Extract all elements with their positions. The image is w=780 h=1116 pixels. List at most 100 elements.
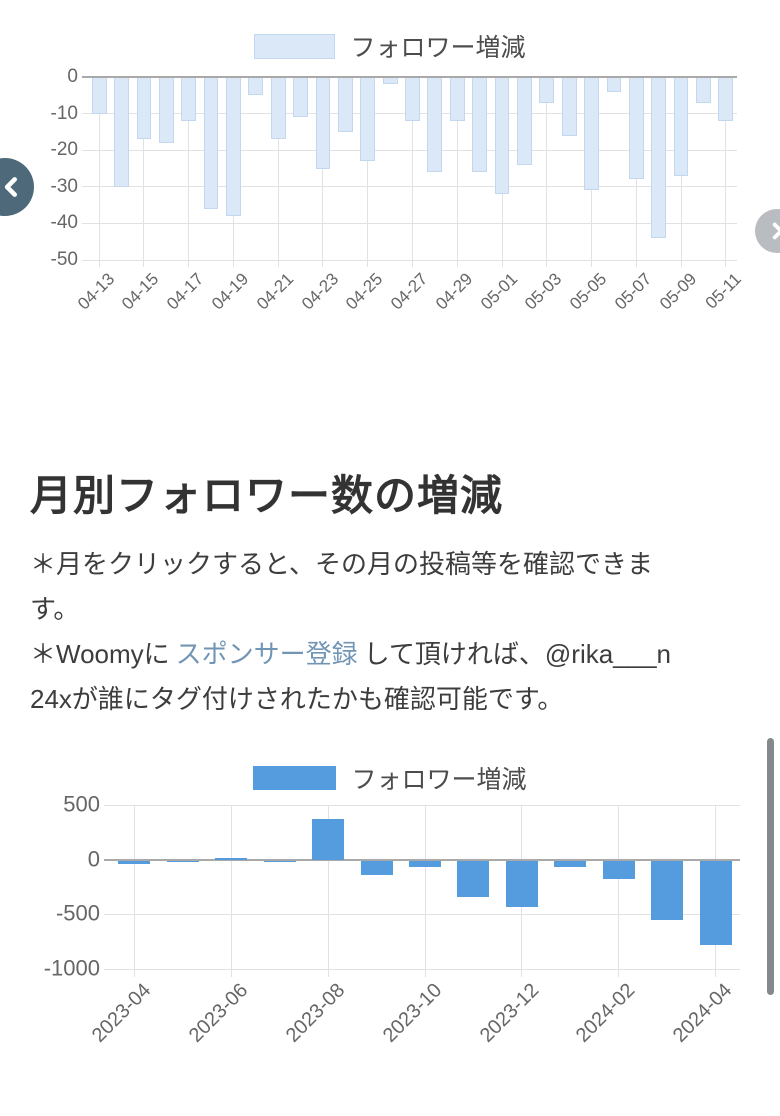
x-tick-label: 05-11 [701, 269, 745, 313]
gridline-vertical [367, 77, 369, 267]
bar-2024-03[interactable] [651, 859, 684, 920]
bar-05-09 [673, 77, 689, 176]
daily-chart-plot: 0 -10 -20 -30 -40 -50 04-13 04-15 04-17 04-19 04-2… [51, 67, 745, 313]
bar-2024-02[interactable] [602, 859, 635, 880]
chevron-right-icon [772, 222, 780, 240]
gridline-horizontal [82, 222, 737, 224]
gridline-vertical [327, 805, 329, 977]
next-slide-button[interactable] [755, 209, 780, 253]
y-tick-label: -50 [50, 249, 78, 271]
x-tick-label: 05-07 [610, 269, 656, 314]
scrollbar-thumb[interactable] [767, 738, 774, 995]
bar-05-08 [651, 77, 667, 239]
legend-daily[interactable]: フォロワー増減 [0, 28, 780, 64]
bar-04-23 [315, 77, 331, 169]
legend-swatch [253, 766, 337, 790]
x-tick-label: 04-17 [163, 269, 208, 314]
gridline-vertical [725, 77, 727, 267]
y-tick-label: -1000 [43, 955, 100, 981]
x-tick-label: 04-27 [387, 269, 432, 314]
x-tick-label: 04-19 [208, 269, 253, 314]
y-tick-label: 500 [63, 791, 100, 817]
bar-04-27 [405, 77, 420, 121]
x-tick-label[interactable]: 2024-02 [572, 979, 640, 1047]
zero-gridline [82, 76, 737, 78]
gridline-vertical [546, 77, 548, 267]
gridline-horizontal [104, 968, 740, 970]
x-tick-label: 04-21 [252, 269, 297, 314]
bar-2023-06[interactable] [215, 858, 248, 861]
x-tick-label: 04-29 [431, 269, 476, 314]
gridline-horizontal [104, 913, 740, 915]
bar-05-04 [561, 77, 577, 136]
legend-label: フォロワー増減 [351, 766, 527, 794]
bar-2023-08[interactable] [312, 818, 345, 860]
x-tick-label: 05-05 [566, 269, 611, 314]
gridline-horizontal [82, 149, 737, 151]
bar-2023-12[interactable] [505, 859, 538, 907]
bar-2023-04[interactable] [118, 859, 151, 865]
bar-05-11 [718, 77, 734, 121]
bar-2023-05[interactable] [166, 859, 199, 862]
bar-04-28 [427, 77, 443, 173]
monthly-chart-plot: 500 0 -500 -1000 2023-04 2023-06 2023-08 2023-1… [44, 793, 740, 1047]
y-tick-label: -20 [50, 139, 78, 161]
bar-2024-01[interactable] [554, 859, 587, 868]
y-tick-label: -500 [55, 900, 100, 926]
bar-04-19 [226, 77, 241, 217]
bar-04-18 [203, 77, 219, 209]
gridline-vertical [277, 77, 279, 267]
x-tick-label: 05-03 [521, 269, 566, 314]
sponsor-link[interactable]: スポンサー登録 [175, 639, 358, 669]
bar-04-20 [248, 77, 264, 96]
note-sponsor: ＊Woomyに スポンサー登録 して頂ければ、@rika___n24xが誰にタグ付け… [30, 632, 674, 722]
legend-swatch [254, 33, 336, 59]
gridline-vertical [143, 77, 145, 267]
zero-gridline [104, 858, 740, 861]
gridline-horizontal [82, 259, 737, 261]
gridline-vertical [456, 77, 458, 267]
bar-2023-09[interactable] [360, 859, 393, 875]
bar-04-22 [293, 77, 308, 118]
bar-04-16 [158, 77, 174, 143]
legend-monthly[interactable]: フォロワー増減 [0, 760, 780, 796]
x-tick-label: 04-25 [342, 269, 387, 314]
bar-05-01 [494, 77, 510, 195]
bar-04-17 [181, 77, 197, 121]
gridline-vertical [618, 805, 620, 977]
bar-04-14 [114, 77, 129, 187]
x-tick-label[interactable]: 2023-08 [281, 979, 349, 1047]
notes-block: ＊月をクリックすると、その月の投稿等を確認できます。 ＊Woomyに スポンサー登… [30, 542, 674, 722]
gridline-vertical [98, 77, 100, 267]
gridline-vertical [322, 77, 324, 267]
x-tick-label[interactable]: 2023-06 [184, 979, 253, 1047]
gridline-vertical [133, 805, 135, 977]
x-tick-label[interactable]: 2023-12 [475, 979, 543, 1047]
bar-05-07 [628, 77, 644, 180]
x-tick-label: 05-01 [476, 269, 521, 314]
bar-2023-07[interactable] [263, 859, 296, 862]
gridline-vertical [412, 77, 413, 267]
y-tick-label: 0 [67, 66, 78, 88]
bar-05-03 [539, 77, 555, 103]
bar-04-25 [360, 77, 376, 162]
bar-2023-11[interactable] [457, 859, 490, 898]
x-tick-label: 04-15 [118, 269, 163, 314]
y-tick-label: -30 [50, 175, 78, 197]
bar-04-24 [337, 77, 353, 132]
note-click-month: ＊月をクリックすると、その月の投稿等を確認できます。 [30, 549, 653, 624]
chevron-left-icon [4, 177, 17, 197]
x-tick-label[interactable]: 2023-04 [87, 979, 156, 1047]
x-tick-label[interactable]: 2024-04 [669, 979, 737, 1047]
x-tick-label[interactable]: 2023-10 [378, 979, 446, 1047]
y-tick-label: 0 [87, 846, 100, 872]
bar-05-02 [517, 77, 532, 165]
bar-04-13 [91, 77, 107, 114]
bar-2023-10[interactable] [409, 859, 441, 868]
prev-slide-button[interactable] [0, 158, 34, 216]
bar-04-21 [270, 77, 286, 140]
bar-2024-04[interactable] [699, 859, 732, 945]
note-sponsor-suffix: して頂ければ、@rika___n24xが誰にタグ付けされたかも確認可能です。 [30, 639, 672, 714]
y-tick-label: -40 [50, 212, 78, 234]
bar-05-06 [606, 77, 622, 92]
